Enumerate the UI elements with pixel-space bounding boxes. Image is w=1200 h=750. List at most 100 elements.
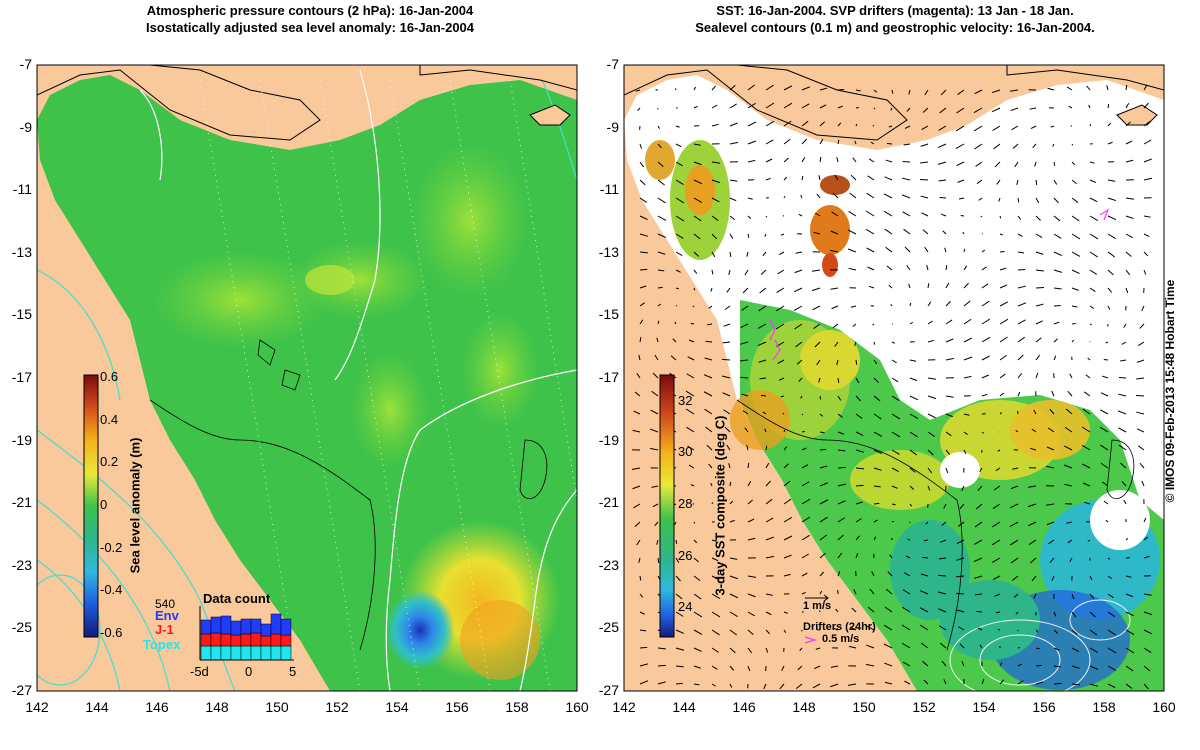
left-colorbar-tick-5: -0.4: [100, 582, 123, 598]
velocity-arrow: [883, 643, 893, 649]
data-count-bar: [230, 634, 242, 647]
velocity-arrow: [711, 665, 718, 670]
lon-right-tick-8: 158: [1092, 699, 1116, 715]
velocity-arrow: [1017, 336, 1025, 343]
velocity-arrow: [721, 375, 731, 379]
velocity-arrow: [686, 373, 695, 379]
velocity-arrow: [693, 269, 698, 274]
velocity-arrow: [1053, 233, 1062, 239]
velocity-arrow: [634, 521, 641, 527]
velocity-arrow: [651, 485, 659, 488]
velocity-arrow: [855, 518, 862, 523]
velocity-arrow: [783, 85, 793, 91]
velocity-arrow: [675, 647, 685, 651]
velocity-arrow: [675, 287, 680, 290]
velocity-arrow: [729, 665, 735, 671]
velocity-arrow: [744, 269, 749, 276]
left-colorbar-tick-6: -0.6: [100, 625, 123, 640]
velocity-arrow: [1051, 390, 1055, 397]
velocity-arrow: [973, 107, 983, 113]
velocity-arrow: [999, 336, 1008, 343]
velocity-arrow: [1046, 465, 1055, 469]
velocity-arrow: [1089, 215, 1099, 221]
velocity-arrow: [883, 193, 893, 199]
velocity-arrow: [1107, 647, 1117, 654]
velocity-arrow: [639, 680, 649, 685]
velocity-arrow: [819, 413, 824, 417]
velocity-arrow: [901, 624, 911, 631]
velocity-arrow: [801, 498, 811, 505]
legend-topex: Topex: [143, 637, 181, 652]
velocity-arrow: [1035, 354, 1041, 361]
velocity-arrow: [891, 485, 898, 489]
velocity-arrow: [927, 413, 936, 419]
velocity-arrow: [765, 555, 775, 559]
velocity-arrow: [1010, 539, 1019, 546]
velocity-arrow: [955, 143, 965, 149]
data-count-bar: [280, 618, 292, 636]
velocity-arrow: [747, 197, 753, 200]
velocity-arrow: [1089, 575, 1093, 581]
left-colorbar-label: Sea level anomaly (m): [127, 437, 143, 574]
velocity-arrow: [1107, 103, 1110, 109]
velocity-arrow: [1136, 411, 1145, 415]
velocity-arrow: [657, 161, 664, 167]
velocity-arrow: [1009, 89, 1019, 92]
velocity-arrow: [923, 539, 929, 542]
velocity-arrow: [657, 286, 663, 289]
velocity-arrow: [1107, 141, 1113, 145]
velocity-arrow: [1031, 575, 1037, 582]
velocity-arrow: [639, 233, 649, 237]
velocity-arrow: [865, 663, 875, 667]
data-count-bar: [200, 633, 212, 647]
velocity-arrow: [1143, 683, 1149, 690]
velocity-arrow: [884, 662, 893, 667]
velocity-arrow: [891, 520, 894, 523]
velocity-arrow: [855, 395, 861, 402]
velocity-arrow: [675, 161, 683, 167]
velocity-arrow: [777, 359, 785, 364]
data-count-bar: [260, 635, 272, 647]
velocity-arrow: [852, 157, 857, 163]
velocity-arrow: [711, 557, 719, 562]
velocity-arrow: [819, 138, 824, 145]
velocity-arrow: [779, 683, 785, 690]
velocity-arrow: [1125, 683, 1133, 689]
velocity-arrow: [783, 611, 788, 614]
velocity-arrow: [798, 213, 803, 217]
velocity-arrow: [921, 660, 929, 667]
lat-right-tick-10: -27: [598, 682, 619, 698]
velocity-arrow: [729, 233, 734, 239]
velocity-arrow: [747, 233, 750, 238]
velocity-arrow: [1117, 410, 1127, 415]
drifter-legend-arrow: [804, 636, 818, 644]
velocity-arrow: [1035, 320, 1043, 325]
velocity-arrow: [675, 682, 683, 685]
velocity-arrow: [1107, 287, 1113, 293]
lon-right-tick-2: 146: [732, 699, 756, 715]
velocity-arrow: [906, 264, 911, 271]
velocity-arrow: [940, 89, 947, 96]
velocity-arrow: [765, 536, 775, 541]
velocity-arrow: [1082, 408, 1091, 415]
velocity-arrow: [943, 679, 947, 685]
velocity-arrow: [657, 557, 660, 564]
velocity-arrow: [891, 395, 900, 402]
velocity-arrow: [956, 609, 965, 613]
velocity-arrow: [729, 122, 738, 127]
velocity-arrow: [855, 413, 863, 419]
velocity-arrow: [1100, 462, 1109, 469]
velocity-arrow: [1107, 665, 1117, 671]
velocity-arrow: [961, 660, 965, 667]
velocity-arrow: [674, 521, 677, 525]
velocity-arrow: [793, 305, 803, 312]
velocity-arrow: [1125, 629, 1135, 636]
velocity-arrow: [811, 287, 821, 292]
velocity-arrow: [837, 517, 845, 523]
velocity-arrow: [639, 197, 647, 203]
data-count-max: 540: [155, 597, 176, 611]
velocity-arrow: [908, 89, 911, 95]
drifter-speed-label: 0.5 m/s: [822, 633, 860, 645]
lat-right-tick-5: -17: [598, 369, 619, 385]
velocity-arrow: [961, 485, 965, 492]
